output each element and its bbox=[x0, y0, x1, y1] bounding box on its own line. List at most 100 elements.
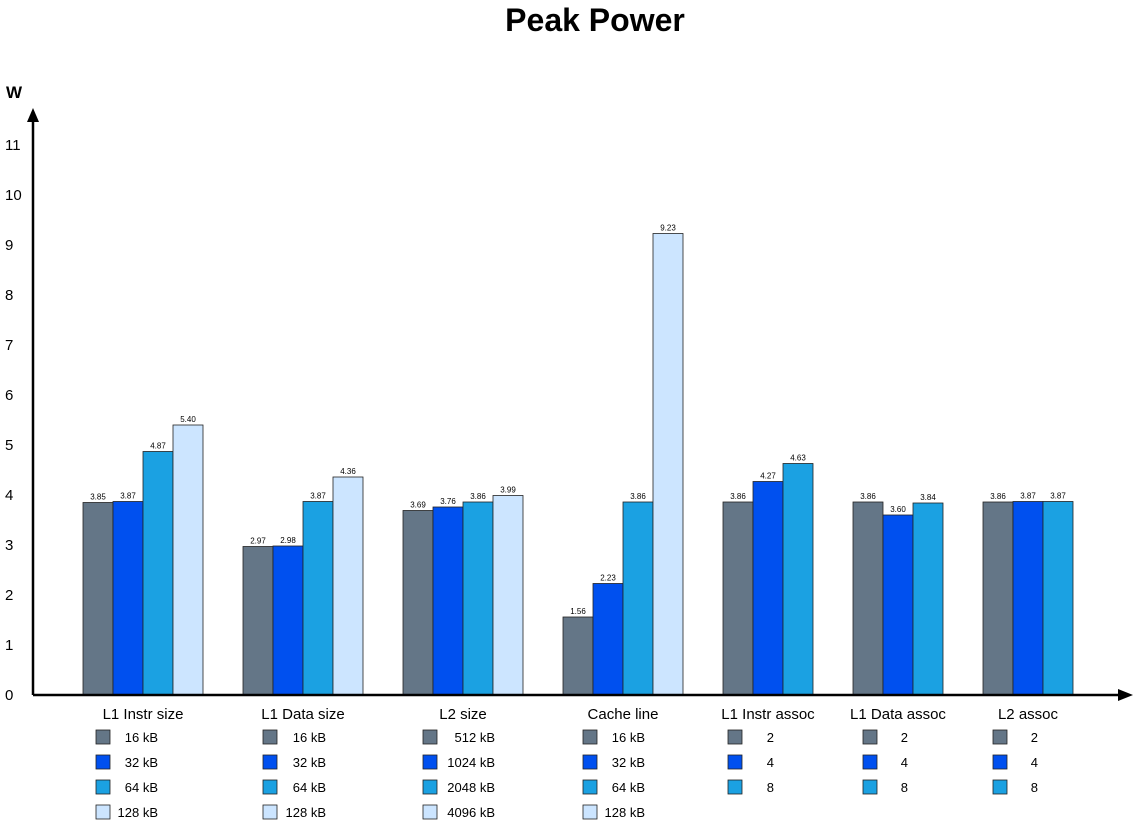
legend-swatch bbox=[262, 804, 278, 820]
bar bbox=[782, 463, 814, 696]
legend-label: 2 bbox=[1031, 730, 1038, 745]
category-label: L1 Data size bbox=[261, 706, 344, 723]
bar-value-label: 2.98 bbox=[280, 536, 296, 545]
legend-label: 2 bbox=[767, 730, 774, 745]
legend-swatch bbox=[95, 729, 111, 745]
legend-label: 2 bbox=[901, 730, 908, 745]
legend-label: 16 kB bbox=[125, 730, 158, 745]
bar bbox=[562, 616, 594, 696]
legend-swatch bbox=[992, 729, 1008, 745]
bar-value-label: 3.76 bbox=[440, 497, 456, 506]
bar-value-label: 3.86 bbox=[990, 492, 1006, 501]
y-tick-label: 8 bbox=[5, 287, 13, 304]
bar bbox=[1042, 501, 1074, 696]
legend-label: 8 bbox=[901, 780, 908, 795]
y-tick-label: 4 bbox=[5, 487, 13, 504]
legend-label: 4096 kB bbox=[447, 805, 495, 820]
legend-label: 64 kB bbox=[612, 780, 645, 795]
legend-swatch bbox=[727, 729, 743, 745]
legend-label: 64 kB bbox=[293, 780, 326, 795]
y-tick-label: 0 bbox=[5, 687, 13, 704]
bar bbox=[722, 501, 754, 696]
y-tick-label: 11 bbox=[5, 137, 21, 154]
legend-label: 32 kB bbox=[612, 755, 645, 770]
legend-label: 4 bbox=[901, 755, 908, 770]
legend-swatch bbox=[95, 804, 111, 820]
bar-value-label: 2.23 bbox=[600, 574, 616, 583]
bar bbox=[142, 451, 174, 696]
bar bbox=[462, 501, 494, 696]
bar bbox=[882, 514, 914, 696]
legend-label: 16 kB bbox=[612, 730, 645, 745]
legend-label: 128 kB bbox=[118, 805, 158, 820]
bar bbox=[592, 583, 624, 696]
category-label: L1 Data assoc bbox=[850, 706, 946, 723]
bar bbox=[112, 501, 144, 696]
bar-value-label: 4.87 bbox=[150, 442, 166, 451]
bar bbox=[272, 545, 304, 696]
bar bbox=[1012, 501, 1044, 696]
legend-label: 16 kB bbox=[293, 730, 326, 745]
category-label: L1 Instr size bbox=[103, 706, 184, 723]
y-tick-label: 1 bbox=[5, 637, 13, 654]
legend-swatch bbox=[862, 729, 878, 745]
bar-value-label: 3.86 bbox=[470, 492, 486, 501]
category-label: Cache line bbox=[588, 706, 659, 723]
bar-value-label: 3.84 bbox=[920, 493, 936, 502]
legend-label: 64 kB bbox=[125, 780, 158, 795]
bar-value-label: 5.40 bbox=[180, 415, 196, 424]
legend-swatch bbox=[862, 754, 878, 770]
legend-swatch bbox=[262, 779, 278, 795]
bar-value-label: 4.27 bbox=[760, 472, 776, 481]
bar bbox=[622, 501, 654, 696]
legend-label: 4 bbox=[1031, 755, 1038, 770]
bar bbox=[982, 501, 1014, 696]
bar bbox=[432, 506, 464, 696]
legend-swatch bbox=[95, 754, 111, 770]
legend-label: 4 bbox=[767, 755, 774, 770]
chart-title: Peak Power bbox=[505, 2, 685, 38]
legend-label: 8 bbox=[1031, 780, 1038, 795]
y-axis-arrow bbox=[27, 108, 39, 122]
bar bbox=[912, 502, 944, 696]
legend-label: 8 bbox=[767, 780, 774, 795]
bar-value-label: 4.36 bbox=[340, 467, 356, 476]
bar bbox=[82, 502, 114, 696]
legend-label: 1024 kB bbox=[447, 755, 495, 770]
legend-label: 32 kB bbox=[293, 755, 326, 770]
legend-swatch bbox=[262, 729, 278, 745]
legend-swatch bbox=[422, 729, 438, 745]
bar-value-label: 3.85 bbox=[90, 493, 106, 502]
y-tick-label: 2 bbox=[5, 587, 13, 604]
legend-swatch bbox=[422, 754, 438, 770]
legend-swatch bbox=[992, 779, 1008, 795]
bar-value-label: 3.87 bbox=[1050, 492, 1066, 501]
bar bbox=[652, 233, 684, 696]
bar bbox=[852, 501, 884, 696]
bar bbox=[752, 481, 784, 696]
legend-swatch bbox=[95, 779, 111, 795]
bar-value-label: 3.99 bbox=[500, 486, 516, 495]
y-tick-label: 7 bbox=[5, 337, 13, 354]
bar-value-label: 2.97 bbox=[250, 537, 266, 546]
y-tick-label: 9 bbox=[5, 237, 13, 254]
legend-swatch bbox=[582, 804, 598, 820]
category-label: L2 assoc bbox=[998, 706, 1059, 723]
bar-value-label: 4.63 bbox=[790, 454, 806, 463]
legend-swatch bbox=[422, 804, 438, 820]
bar-value-label: 9.23 bbox=[660, 224, 676, 233]
bar-value-label: 3.86 bbox=[730, 492, 746, 501]
legend-swatch bbox=[262, 754, 278, 770]
y-axis-label: W bbox=[6, 83, 23, 102]
bar bbox=[492, 495, 524, 696]
bar-value-label: 3.87 bbox=[1020, 492, 1036, 501]
legend-swatch bbox=[422, 779, 438, 795]
legend-swatch bbox=[582, 754, 598, 770]
y-tick-label: 5 bbox=[5, 437, 13, 454]
y-tick-label: 6 bbox=[5, 387, 13, 404]
bar-value-label: 3.87 bbox=[310, 492, 326, 501]
bar-value-label: 3.87 bbox=[120, 492, 136, 501]
bar-value-label: 3.86 bbox=[630, 492, 646, 501]
bar-value-label: 3.60 bbox=[890, 505, 906, 514]
